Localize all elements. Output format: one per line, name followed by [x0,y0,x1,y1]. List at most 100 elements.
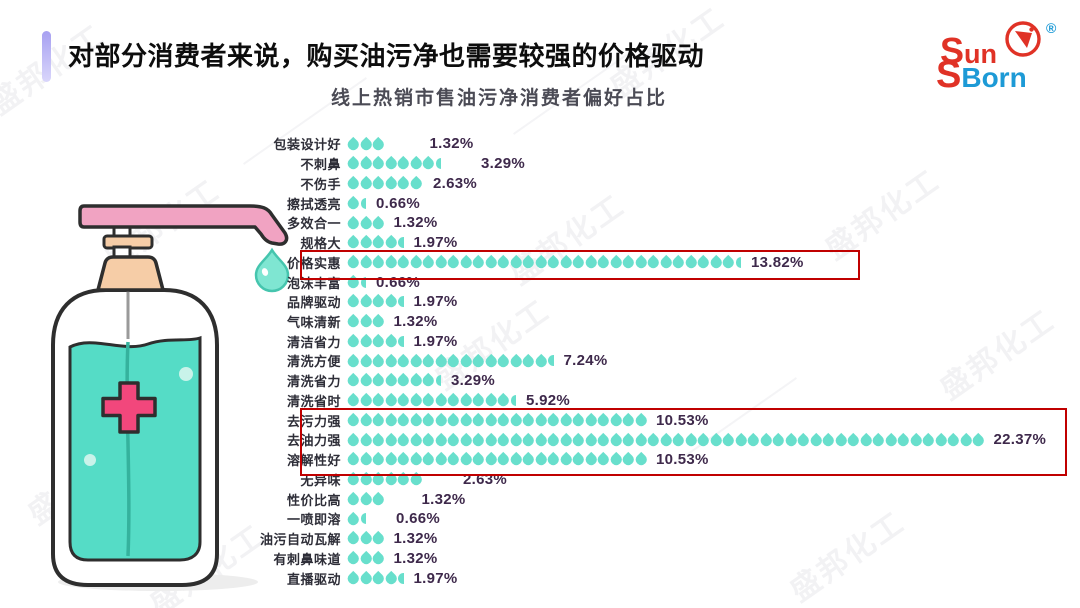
droplet-icon [370,156,386,172]
droplet-icon [358,175,374,191]
page-title: 对部分消费者来说，购买油污净也需要较强的价格驱动 [68,41,705,71]
droplet-icon [458,353,474,369]
droplet-icon [433,392,449,408]
value-label: 1.32% [393,312,438,330]
droplet-icon [370,294,386,310]
droplet-icon [358,373,374,389]
chart-row: 不伤手 2.63% [253,173,1075,193]
droplet-icon [358,392,374,408]
droplet-bar [345,215,386,231]
droplet-icon [383,570,399,586]
chart-row: 规格大 1.97% [253,233,1075,253]
droplet-bar [345,274,368,290]
droplet-icon [345,215,361,231]
value-label: 0.66% [376,194,421,212]
chart-row: 清洗省时 5.92% [253,391,1075,411]
half-droplet-icon [435,158,441,170]
droplet-icon [383,156,399,172]
droplet-icon [345,314,361,329]
droplet-icon [408,353,424,369]
droplet-bar [345,294,406,310]
droplet-icon [395,353,411,369]
droplet-icon [508,353,524,369]
value-label: 5.92% [526,391,571,409]
chart-rows: 包装设计好 1.32% 不刺鼻 3.29% 不伤手 2.63% 擦拭透亮 0.66% 多效合一 1… [253,134,1075,588]
droplet-icon [370,531,386,546]
highlight-box-strength [300,408,1067,476]
logo-sun-text: Sun [940,30,998,71]
title-accent-bar [42,31,51,82]
chart-row: 清洗省力 3.29% [253,371,1075,391]
droplet-icon [370,550,386,566]
droplet-icon [358,491,374,507]
droplet-icon [395,373,411,389]
droplet-bar [345,491,386,507]
chart-row: 多效合一 1.32% [253,213,1075,233]
category-label: 不伤手 [300,176,341,192]
droplet-icon [370,353,386,369]
value-label: 1.32% [393,530,438,548]
chart-row: 性价比高 1.32% [253,489,1075,509]
droplet-icon [395,175,411,191]
droplet-icon [483,353,499,369]
chart-row: 清洗方便 7.24% [253,351,1075,371]
droplet-bar [345,156,443,172]
droplet-icon [420,392,436,408]
droplet-icon [345,373,361,389]
logo-born-text: SBorn [936,54,1027,96]
value-label: 10.53% [656,451,709,469]
droplet-icon [345,392,361,408]
droplet-icon [458,392,474,408]
value-label: 7.24% [563,352,608,370]
category-label: 一喷即溶 [286,512,341,528]
category-label: 有刺鼻味道 [273,551,341,567]
droplet-icon [370,333,386,349]
droplet-icon [370,491,386,507]
droplet-bar [345,373,443,389]
droplet-icon [358,235,374,250]
chart-row: 油污自动瓦解 1.32% [253,529,1075,549]
value-label: 1.32% [429,135,474,153]
chart-row: 直播驱动 1.97% [253,568,1075,588]
category-label: 清洗省力 [286,374,341,390]
value-label: 1.97% [413,293,458,311]
droplet-icon [358,353,374,369]
category-label: 清洗方便 [286,354,341,370]
droplet-icon [345,175,361,191]
logo-mark-icon [1005,21,1041,57]
droplet-bar [345,353,556,369]
half-droplet-icon [398,237,404,249]
droplet-icon [345,195,361,211]
droplet-icon [370,136,386,152]
droplet-icon [383,333,399,349]
droplet-bar [345,136,386,152]
chart-row: 不刺鼻 3.29% [253,154,1075,174]
droplet-icon [370,314,386,329]
value-label: 1.32% [393,214,438,232]
droplet-icon [408,156,424,172]
droplet-icon [345,550,361,566]
droplet-icon [370,235,386,250]
droplet-icon [370,392,386,408]
droplet-bar [345,511,368,527]
category-label: 无异味 [300,472,341,488]
category-label: 清洗省时 [286,393,341,409]
droplet-icon [483,392,499,408]
half-droplet-icon [360,513,366,525]
half-droplet-icon [398,296,404,308]
droplet-icon [470,353,486,369]
half-droplet-icon [398,572,404,584]
value-label: 1.97% [413,332,458,350]
droplet-icon [358,570,374,586]
droplet-icon [383,373,399,389]
category-label: 直播驱动 [286,571,341,587]
droplet-icon [358,314,374,329]
category-label: 规格大 [300,236,341,252]
value-label: 13.82% [751,253,804,271]
value-label: 2.63% [433,174,478,192]
droplet-icon [345,511,361,527]
half-droplet-icon [435,375,441,387]
droplet-icon [358,550,374,566]
half-droplet-icon [360,276,366,288]
